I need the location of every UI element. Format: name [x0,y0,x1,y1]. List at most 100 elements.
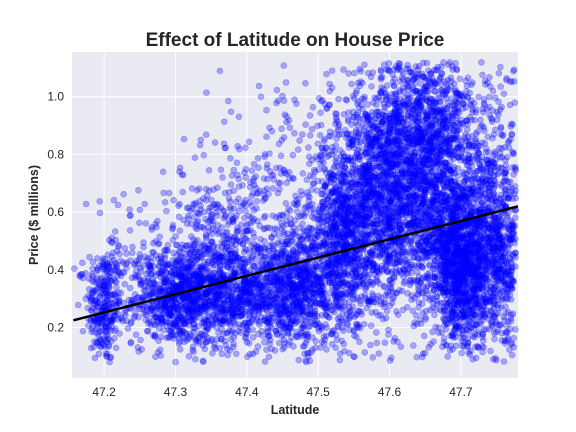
data-point [156,346,164,354]
data-point [94,320,101,327]
data-point [258,292,266,299]
data-point [108,238,115,246]
data-point [317,239,325,247]
data-point [103,352,110,360]
data-point [172,295,179,303]
data-point [300,266,307,274]
data-point [294,146,302,153]
data-point [93,315,100,322]
data-point [357,293,365,301]
data-point [221,189,229,197]
data-point [95,314,103,322]
data-point [264,224,272,231]
data-point [230,298,238,305]
data-point [172,233,179,240]
data-point [259,197,267,204]
data-point [367,322,375,330]
data-point [263,133,270,140]
data-point [95,319,103,327]
data-point [114,268,122,276]
data-point [315,212,323,220]
data-point [98,315,105,322]
data-point [102,287,109,295]
data-point [155,325,163,332]
data-point [311,312,318,320]
data-point [97,290,104,297]
data-point [203,89,210,96]
data-point [126,206,133,213]
data-point [196,314,204,321]
data-point [189,205,196,212]
data-point [349,291,357,299]
data-point [295,213,302,221]
data-point [109,263,117,271]
plot-area [72,52,518,378]
data-point [168,262,176,270]
data-point [305,160,313,168]
data-point [111,312,119,320]
data-point [112,293,120,300]
data-point [286,254,293,262]
data-point [304,296,312,304]
data-point [313,274,321,281]
data-point [86,253,93,261]
data-point [385,331,392,338]
data-point [113,264,120,272]
data-point [278,220,285,227]
data-point [78,271,86,278]
data-point [88,293,96,301]
data-point [357,68,365,75]
data-point [87,316,94,324]
data-point [169,224,176,231]
data-point [329,214,337,222]
data-point [101,299,109,307]
data-point [199,357,207,365]
data-point [104,282,112,290]
data-point [108,319,115,326]
data-point [124,325,132,332]
data-point [229,257,237,264]
data-point [200,319,208,327]
data-point [107,299,114,307]
data-point [225,97,232,105]
data-point [313,187,321,194]
data-point [246,313,254,321]
data-point [178,276,185,284]
data-point [110,316,117,324]
data-point [188,185,196,192]
data-point [196,264,204,272]
data-point [309,180,317,188]
data-point [368,309,376,317]
data-point [305,153,313,160]
data-point [266,247,274,255]
data-point [170,314,177,321]
data-point [99,278,106,285]
data-point [270,300,278,308]
data-point [291,311,299,319]
data-point [106,258,114,266]
data-point [211,139,219,146]
data-point [238,311,245,319]
data-point [201,345,209,353]
data-point [361,262,369,269]
data-point [219,174,226,181]
data-point [299,170,307,177]
data-point [280,247,288,255]
data-point [88,306,95,314]
data-point [287,324,295,332]
data-point [110,291,117,298]
data-point [176,227,184,234]
data-point [255,82,263,90]
data-point [326,261,333,269]
data-point [361,349,369,356]
data-point [293,273,301,281]
data-point [91,317,98,325]
data-point [206,218,214,225]
data-point [220,330,227,338]
data-point [391,334,399,342]
data-point [333,226,341,234]
data-point [196,141,204,149]
data-point [105,262,113,270]
data-point [107,327,114,334]
data-point [347,256,355,264]
